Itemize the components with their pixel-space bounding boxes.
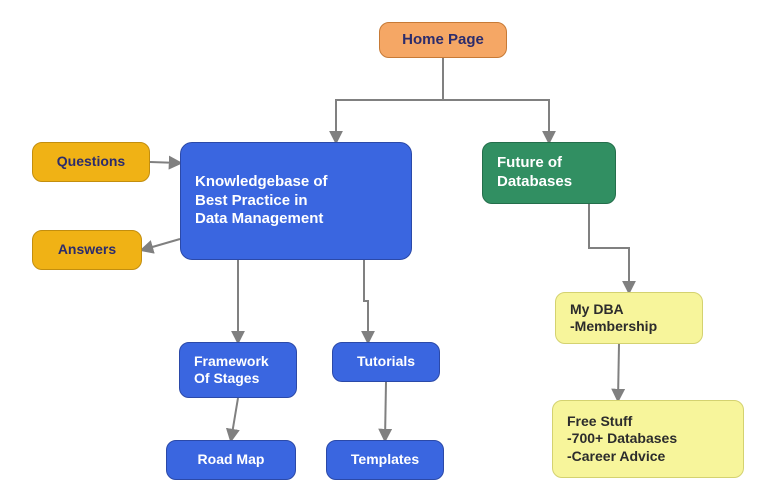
- node-label-framework: Framework Of Stages: [194, 353, 269, 388]
- node-home: Home Page: [379, 22, 507, 58]
- node-framework: Framework Of Stages: [179, 342, 297, 398]
- diagram-canvas: Home Page Questions Answers Knowledgebase o…: [0, 0, 757, 500]
- node-label-future: Future of Databases: [497, 154, 572, 192]
- node-answers: Answers: [32, 230, 142, 270]
- node-label-mydba: My DBA -Membership: [570, 301, 657, 336]
- node-label-tutorials: Tutorials: [357, 353, 415, 371]
- node-kb: Knowledgebase of Best Practice in Data M…: [180, 142, 412, 260]
- edge-home-kb: [336, 58, 443, 142]
- node-label-kb: Knowledgebase of Best Practice in Data M…: [195, 173, 328, 229]
- node-templates: Templates: [326, 440, 444, 480]
- node-label-roadmap: Road Map: [198, 451, 265, 469]
- node-label-freestuff: Free Stuff -700+ Databases -Career Advic…: [567, 413, 677, 466]
- edge-mydba-freestuff: [618, 344, 619, 400]
- node-roadmap: Road Map: [166, 440, 296, 480]
- node-mydba: My DBA -Membership: [555, 292, 703, 344]
- node-freestuff: Free Stuff -700+ Databases -Career Advic…: [552, 400, 744, 478]
- node-questions: Questions: [32, 142, 150, 182]
- edge-framework-roadmap: [231, 398, 238, 440]
- node-tutorials: Tutorials: [332, 342, 440, 382]
- edge-kb-answers: [142, 239, 180, 250]
- node-future: Future of Databases: [482, 142, 616, 204]
- node-label-home: Home Page: [402, 31, 484, 50]
- node-label-answers: Answers: [58, 241, 116, 259]
- edge-tutorials-templates: [385, 382, 386, 440]
- edge-questions-kb: [150, 162, 180, 163]
- edge-future-mydba: [589, 204, 629, 292]
- node-label-questions: Questions: [57, 153, 125, 171]
- node-label-templates: Templates: [351, 451, 419, 469]
- edge-kb-tutorials: [364, 260, 368, 342]
- edge-home-future: [443, 58, 549, 142]
